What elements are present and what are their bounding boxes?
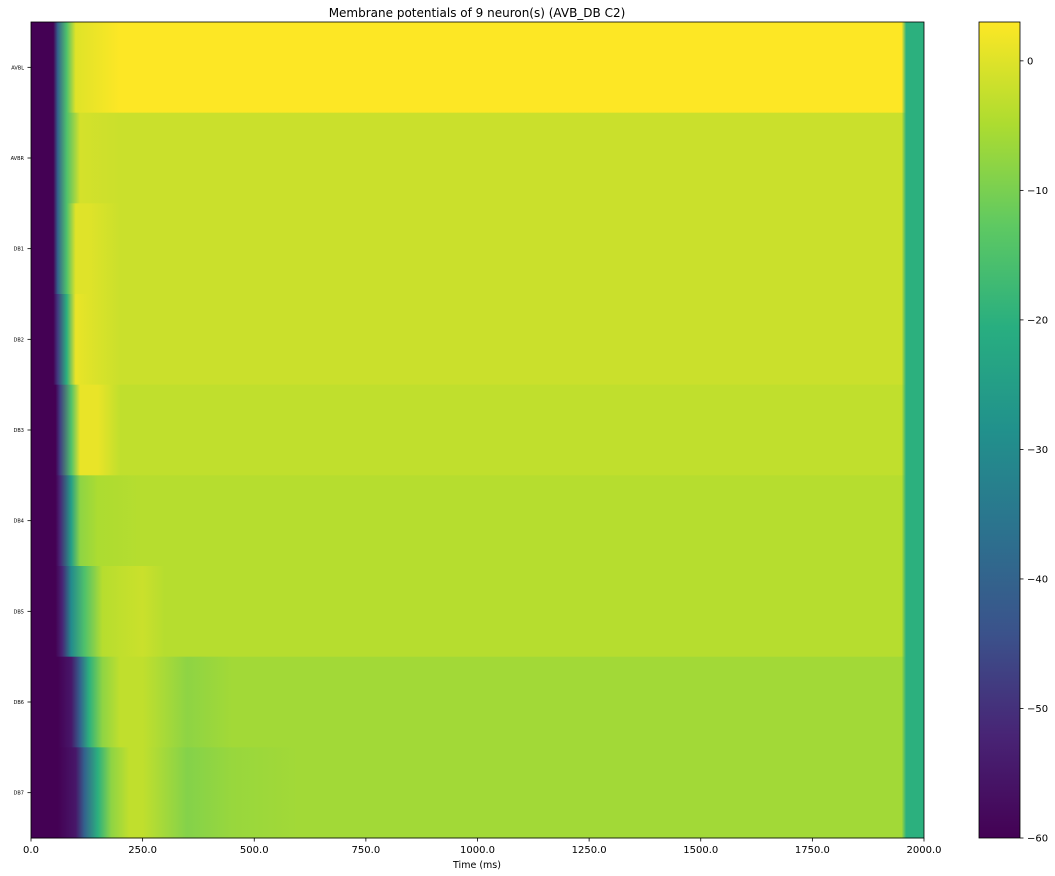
heatmap-row-db5 <box>31 566 924 658</box>
x-tick-label: 500.0 <box>240 845 269 856</box>
heatmap-row-db7 <box>31 747 924 839</box>
colorbar-tick-label: 0 <box>1027 56 1033 67</box>
x-axis: 0.0 250.0 500.0 750.0 1000.0 1250.0 1500.0 1750… <box>23 838 942 856</box>
colorbar-tick-label: −20 <box>1027 315 1048 326</box>
heatmap-row-db1 <box>31 203 924 295</box>
heatmap-row-avbl <box>31 22 924 114</box>
colorbar-tick-label: −40 <box>1027 574 1048 585</box>
heatmap-row-db6 <box>31 656 924 748</box>
y-tick-label: DB1 <box>14 247 24 253</box>
heatmap-row-db4 <box>31 475 924 567</box>
y-tick-label: AVBL <box>11 65 24 71</box>
colorbar-tick-label: −30 <box>1027 445 1048 456</box>
y-tick-label: DB6 <box>14 700 24 706</box>
colorbar: 0 −10 −20 −30 −40 −50 −60 <box>978 21 1048 845</box>
x-tick-label: 2000.0 <box>907 845 942 856</box>
x-tick-label: 1000.0 <box>460 845 495 856</box>
y-tick-label: DB2 <box>14 337 24 343</box>
colorbar-tick-label: −10 <box>1027 186 1048 197</box>
y-tick-label: DB7 <box>14 791 24 797</box>
x-tick-label: 1250.0 <box>572 845 607 856</box>
colorbar-gradient <box>978 21 1021 839</box>
chart-title: Membrane potentials of 9 neuron(s) (AVB_… <box>329 6 626 20</box>
y-tick-label: AVBR <box>11 156 25 162</box>
colorbar-tick-label: −60 <box>1027 834 1048 845</box>
x-tick-label: 750.0 <box>352 845 381 856</box>
x-tick-label: 1750.0 <box>795 845 830 856</box>
colorbar-tick-label: −50 <box>1027 704 1048 715</box>
x-axis-label: Time (ms) <box>452 860 501 871</box>
y-tick-label: DB4 <box>14 519 24 525</box>
heatmap-row-db2 <box>31 294 924 386</box>
x-tick-label: 0.0 <box>23 845 39 856</box>
y-tick-label: DB3 <box>14 428 24 434</box>
plot-area <box>30 21 925 839</box>
y-tick-label: DB5 <box>14 609 24 615</box>
heatmap-row-db3 <box>31 384 924 476</box>
x-tick-label: 250.0 <box>128 845 157 856</box>
x-tick-label: 1500.0 <box>683 845 718 856</box>
row-labels: AVBL AVBR DB1 DB2 DB3 DB4 DB5 DB6 DB7 <box>11 65 31 797</box>
heatmap-row-avbr <box>31 112 924 204</box>
